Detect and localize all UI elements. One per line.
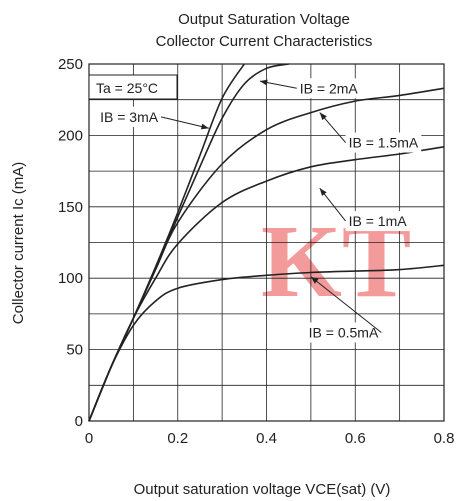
- y-tick-label: 100: [58, 270, 83, 287]
- plot-frame: [88, 63, 445, 422]
- x-tick-label: 0.6: [345, 430, 366, 447]
- y-tick-label: 200: [58, 127, 83, 144]
- arrow-head: [259, 79, 268, 86]
- series-line: [88, 63, 245, 422]
- condition-box: Ta = 25°C: [88, 74, 178, 100]
- plot-area: 0 0.2 0.4 0.6 0.8 0 50 100 150 200 250 IB = 2mA IB …: [58, 56, 454, 447]
- arrow-head: [310, 276, 319, 284]
- y-tick-label: 0: [75, 413, 83, 430]
- svg-text:IB = 0.5mA: IB = 0.5mA: [309, 324, 379, 340]
- label-pointer: [160, 116, 209, 129]
- x-axis-label: Output saturation voltage VCE(sat) (V): [134, 481, 391, 498]
- arrow-head: [319, 112, 327, 121]
- svg-text:IB = 1.5mA: IB = 1.5mA: [349, 135, 419, 151]
- x-tick-label: 0.4: [256, 430, 277, 447]
- series-label: IB = 0.5mA: [305, 276, 382, 343]
- x-tick-label: 0.2: [167, 430, 188, 447]
- arrow-head: [200, 123, 209, 130]
- svg-text:IB = 1mA: IB = 1mA: [349, 213, 408, 229]
- series-label: IB = 1.5mA: [319, 112, 422, 153]
- series-line: [88, 264, 445, 422]
- x-tick-label: 0: [85, 430, 93, 447]
- y-tick-label: 150: [58, 199, 83, 216]
- series-label: IB = 2mA: [259, 78, 361, 99]
- arrow-head: [319, 188, 327, 196]
- y-axis-label: Collector current Ic (mA): [10, 162, 27, 325]
- x-tick-label: 0.8: [434, 430, 455, 447]
- label-pointer: [310, 276, 382, 333]
- y-tick-label: 250: [58, 56, 83, 73]
- chart-title-line-1: Output Saturation Voltage: [178, 11, 350, 28]
- condition-label: Ta = 25°C: [96, 80, 158, 96]
- chart-title-line-2: Collector Current Characteristics: [156, 33, 373, 50]
- svg-text:IB = 3mA: IB = 3mA: [100, 109, 159, 125]
- y-tick-label: 50: [66, 342, 83, 359]
- svg-text:IB = 2mA: IB = 2mA: [300, 80, 359, 96]
- series-label: IB = 1mA: [319, 187, 410, 232]
- series-label: IB = 3mA: [97, 106, 209, 130]
